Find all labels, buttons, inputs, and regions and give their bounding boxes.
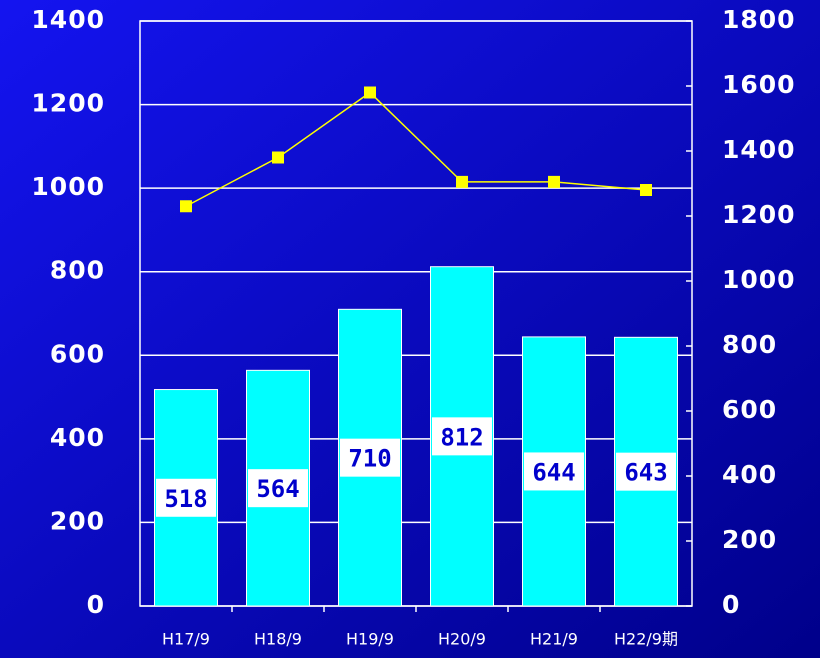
y2-tick-label: 1000: [722, 265, 796, 294]
value-label-box: [340, 438, 400, 477]
x-tick-label: H17/9: [162, 630, 210, 649]
value-label-box: [432, 417, 492, 456]
y2-tick-label: 400: [722, 460, 777, 489]
line-marker: [180, 200, 192, 213]
value-label: 643: [624, 459, 667, 487]
value-label: 812: [440, 423, 483, 451]
value-label: 710: [348, 445, 391, 473]
y2-tick-label: 1600: [722, 70, 796, 99]
y-tick-label: 1200: [31, 89, 105, 118]
y2-tick-label: 600: [722, 395, 777, 424]
y2-tick-label: 800: [722, 330, 777, 359]
value-label-box: [616, 452, 676, 491]
value-label: 518: [164, 485, 207, 513]
y-tick-label: 600: [50, 339, 105, 368]
y2-tick-label: 0: [722, 590, 740, 619]
line-marker: [548, 175, 560, 188]
y2-tick-label: 1200: [722, 200, 796, 229]
y2-tick-label: 1800: [722, 5, 796, 34]
x-tick-label: H22/9期: [614, 630, 678, 649]
y-tick-label: 1400: [31, 5, 105, 34]
line-marker: [640, 184, 652, 196]
value-label: 564: [256, 475, 299, 503]
x-tick-label: H19/9: [346, 630, 394, 649]
y-tick-label: 1000: [31, 172, 105, 201]
y-tick-label: 800: [50, 256, 105, 285]
value-label-box: [524, 452, 584, 491]
value-label-box: [156, 478, 216, 517]
line-marker: [364, 86, 376, 99]
line-marker: [456, 175, 468, 188]
value-label-box: [248, 469, 308, 508]
y2-tick-label: 1400: [722, 135, 796, 164]
x-tick-label: H21/9: [530, 630, 578, 649]
line: [185, 91, 647, 207]
x-tick-label: H18/9: [254, 630, 302, 649]
x-tick-label: H20/9: [438, 630, 486, 649]
y2-tick-label: 200: [722, 525, 777, 554]
line-marker: [272, 151, 284, 164]
y-tick-label: 400: [50, 423, 105, 452]
value-label: 644: [532, 458, 575, 486]
y-tick-label: 200: [50, 506, 105, 535]
y-tick-label: 0: [87, 590, 105, 619]
